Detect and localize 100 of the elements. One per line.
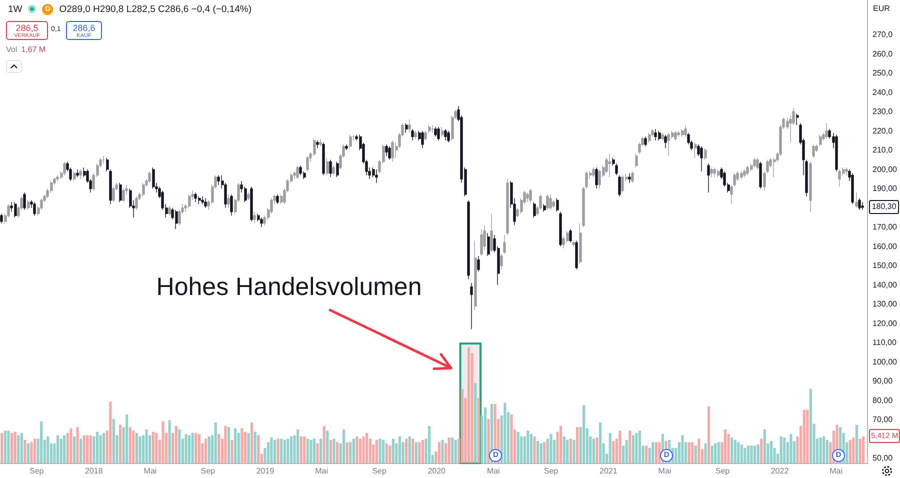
candlestick [168,206,171,216]
bar [746,446,750,463]
bar [654,442,658,463]
bar [316,443,319,463]
bar [681,435,684,463]
candlestick [631,170,634,184]
candlestick [148,170,151,184]
candlestick [316,140,319,149]
bar [398,436,402,463]
candlestick [444,128,447,141]
candlestick [526,192,529,202]
bar [250,422,254,463]
x-tick-label: Sep [30,466,44,476]
candlestick [414,130,417,139]
x-tick-label: 2020 [428,466,446,476]
bar [543,442,546,463]
candlestick [332,165,335,176]
bar [714,443,717,463]
y-tick-label: 150,00 [872,261,898,270]
candlestick [336,161,339,178]
bar [86,435,89,463]
candlestick [431,124,434,134]
x-tick-label: Mai [315,466,328,476]
y-tick-label: 210,0 [872,146,894,155]
bar [710,446,714,463]
candlestick [825,122,828,139]
bar [118,424,122,463]
bar [283,440,286,463]
bar [96,432,99,463]
bar [582,405,586,463]
bar [802,410,806,463]
candlestick [621,174,624,193]
bar [336,442,339,463]
bar [4,430,6,463]
annotation: Vol [6,45,18,54]
bar [112,419,115,463]
bar [138,436,142,463]
candlestick [152,167,155,190]
candlestick [569,228,572,243]
bar [332,438,336,463]
candlestick [250,186,253,222]
bar [474,383,477,463]
y-tick-label: 130,00 [872,300,898,309]
bar [806,410,809,463]
x-tick-label: Mai [830,466,843,476]
candlestick [503,234,506,254]
bar [290,436,293,463]
bar [82,435,86,463]
candlestick [276,194,279,204]
bar [737,442,740,463]
bar [418,442,421,463]
candlestick [753,158,756,168]
bar [218,434,220,463]
candlestick [529,188,532,202]
bar [244,432,246,463]
bar [128,427,132,463]
candlestick [56,174,59,182]
candlestick [247,192,250,201]
bar [638,430,642,463]
bar [273,440,276,463]
annotation: 1,67 M [21,45,46,54]
bar [852,438,855,463]
bar [414,442,418,463]
bar [388,446,392,463]
candlestick [119,182,122,202]
bar [754,446,756,463]
bar [89,435,92,463]
bar [652,442,654,463]
bar [510,414,513,463]
candlestick [391,140,394,162]
candlestick [411,128,414,141]
bar [530,434,533,463]
candlestick [644,136,647,147]
bar [286,438,290,463]
bar [576,427,579,463]
x-tick-label: Sep [715,466,730,476]
annotation: 286,6 [72,23,96,33]
candlestick [635,154,638,168]
bar [0,432,4,463]
text: EUR [873,4,890,13]
candlestick [704,148,707,160]
bar [691,442,694,463]
bar [783,438,786,463]
candlestick [467,200,470,280]
bar [79,438,82,463]
candlestick [194,192,197,202]
bar [448,438,450,463]
candlestick [605,158,608,174]
bar [826,440,828,463]
bar [70,428,72,463]
candlestick [299,165,302,176]
candlestick [230,194,233,216]
y-tick-label: 250,0 [872,68,894,78]
bar [441,440,444,463]
candlestick [375,169,378,184]
candlestick [76,169,79,178]
x-tick-label: Sep [200,466,216,476]
candlestick [474,240,477,310]
bar [724,429,727,463]
bar [536,441,540,463]
